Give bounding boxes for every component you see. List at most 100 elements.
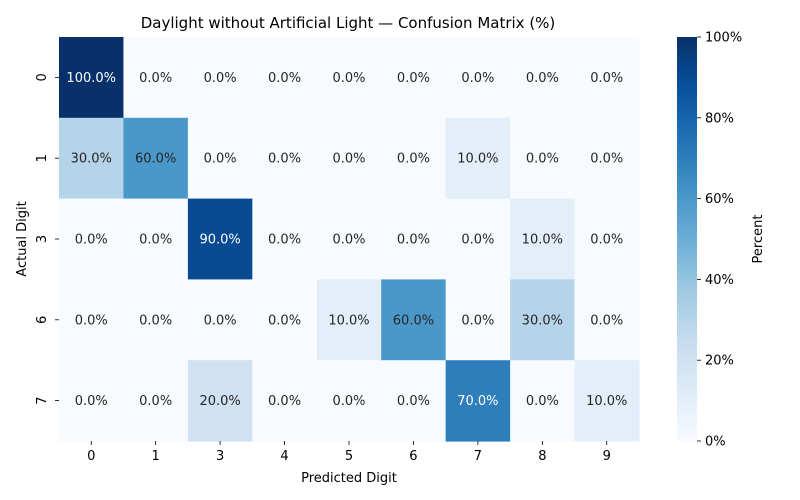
heatmap-cell	[574, 360, 640, 442]
cell-value-label: 0.0%	[75, 233, 108, 248]
cell-value-label: 0.0%	[204, 152, 237, 167]
cell-value-label: 0.0%	[139, 233, 172, 248]
x-tick-label: 5	[345, 449, 353, 464]
cell-value-label: 0.0%	[397, 233, 430, 248]
y-axis-label: Actual Digit	[15, 201, 30, 276]
heatmap-cell	[123, 198, 189, 280]
x-tick-label: 4	[280, 449, 288, 464]
cell-value-label: 0.0%	[268, 394, 301, 409]
x-tick-label: 1	[152, 449, 160, 464]
cell-value-label: 0.0%	[332, 71, 365, 86]
heatmap-cell	[316, 37, 382, 119]
heatmap-cell	[510, 279, 576, 361]
cell-value-label: 0.0%	[332, 233, 365, 248]
heatmap-cell	[381, 279, 447, 361]
heatmap-cell	[252, 37, 318, 119]
cell-value-label: 10.0%	[457, 152, 498, 167]
heatmap-cell	[574, 37, 640, 119]
cell-value-label: 0.0%	[332, 152, 365, 167]
heatmap-cell	[59, 37, 125, 119]
heatmap-cell	[381, 198, 447, 280]
heatmap-cell	[316, 360, 382, 442]
colorbar-tick-label: 80%	[705, 111, 734, 126]
heatmap-cell	[445, 37, 511, 119]
cell-value-label: 0.0%	[397, 71, 430, 86]
cell-value-label: 0.0%	[204, 313, 237, 328]
heatmap-cell	[445, 117, 511, 200]
heatmap-cell	[445, 279, 511, 361]
y-tick-label: 0	[35, 73, 50, 81]
cell-value-label: 0.0%	[590, 152, 623, 167]
heatmap-cell	[316, 198, 382, 280]
x-tick-label: 9	[603, 449, 611, 464]
cell-value-label: 0.0%	[590, 313, 623, 328]
colorbar-gradient	[677, 37, 697, 441]
heatmap-cell	[187, 37, 253, 119]
heatmap-cell	[574, 117, 640, 200]
heatmap-cell	[252, 279, 318, 361]
heatmap-cell	[510, 117, 576, 200]
heatmap-cell	[59, 360, 125, 442]
cell-value-label: 0.0%	[461, 71, 494, 86]
cell-value-label: 30.0%	[522, 313, 563, 328]
heatmap-cell	[123, 279, 189, 361]
y-tick-label: 7	[35, 396, 50, 404]
cell-value-label: 0.0%	[397, 394, 430, 409]
heatmap-cell	[187, 198, 253, 280]
heatmap-cell-labels: 100.0% 0.0% 0.0% 0.0% 0.0% 0.0% 0.0% 0.0% 0.0% 30…	[66, 71, 627, 409]
y-axis: 0 1 3 6 7	[35, 73, 59, 405]
colorbar: 0% 20% 40% 60% 80% 100%	[677, 31, 742, 450]
colorbar-label: Percent	[751, 215, 766, 264]
cell-value-label: 30.0%	[71, 152, 112, 167]
cell-value-label: 10.0%	[522, 233, 563, 248]
cell-value-label: 0.0%	[268, 313, 301, 328]
heatmap-cell	[59, 279, 125, 361]
cell-value-label: 90.0%	[199, 233, 240, 248]
cell-value-label: 0.0%	[139, 71, 172, 86]
heatmap-cell	[187, 360, 253, 442]
heatmap-cell	[510, 360, 576, 442]
cell-value-label: 70.0%	[457, 394, 498, 409]
cell-value-label: 0.0%	[590, 71, 623, 86]
cell-value-label: 0.0%	[526, 394, 559, 409]
heatmap-cells	[59, 37, 640, 442]
colorbar-tick-label: 20%	[705, 354, 734, 369]
heatmap-cell	[381, 37, 447, 119]
cell-value-label: 10.0%	[328, 313, 369, 328]
heatmap-cell	[123, 360, 189, 442]
x-tick-label: 6	[409, 449, 417, 464]
colorbar-tick-label: 100%	[705, 31, 742, 46]
heatmap-cell	[252, 198, 318, 280]
x-tick-label: 7	[474, 449, 482, 464]
cell-value-label: 0.0%	[139, 394, 172, 409]
cell-value-label: 0.0%	[204, 71, 237, 86]
heatmap-cell	[187, 279, 253, 361]
heatmap-cell	[252, 360, 318, 442]
cell-value-label: 0.0%	[461, 233, 494, 248]
cell-value-label: 0.0%	[268, 233, 301, 248]
cell-value-label: 0.0%	[268, 152, 301, 167]
heatmap-cell	[510, 37, 576, 119]
heatmap-cell	[381, 360, 447, 442]
cell-value-label: 0.0%	[268, 71, 301, 86]
cell-value-label: 100.0%	[66, 71, 116, 86]
heatmap-cell	[59, 117, 125, 200]
cell-value-label: 20.0%	[199, 394, 240, 409]
heatmap-cell	[252, 117, 318, 200]
x-tick-label: 8	[538, 449, 546, 464]
cell-value-label: 0.0%	[590, 233, 623, 248]
heatmap-cell	[445, 198, 511, 280]
y-tick-label: 1	[35, 154, 50, 162]
x-tick-label: 3	[216, 449, 224, 464]
y-tick-label: 3	[35, 235, 50, 243]
heatmap-cell	[381, 117, 447, 200]
colorbar-tick-label: 60%	[705, 192, 734, 207]
cell-value-label: 0.0%	[461, 313, 494, 328]
x-axis: 0 1 3 4 5 6 7 8 9	[87, 441, 611, 464]
colorbar-tick-label: 0%	[705, 435, 726, 450]
cell-value-label: 60.0%	[135, 152, 176, 167]
heatmap-cell	[445, 360, 511, 442]
heatmap-cell	[510, 198, 576, 280]
cell-value-label: 0.0%	[75, 394, 108, 409]
